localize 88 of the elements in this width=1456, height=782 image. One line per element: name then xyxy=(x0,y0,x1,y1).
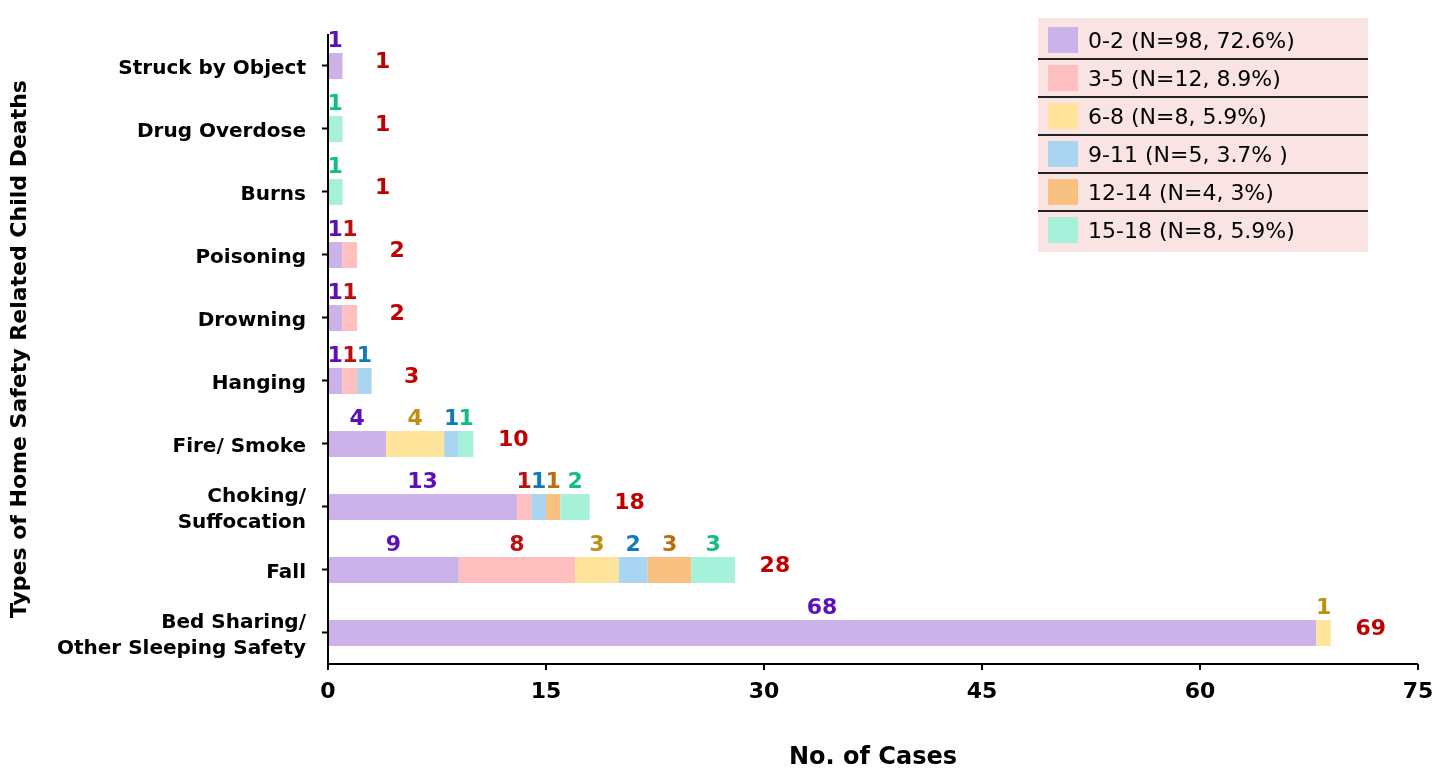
bar xyxy=(357,368,372,394)
x-tick-label: 60 xyxy=(1184,677,1216,703)
bar xyxy=(458,431,474,457)
total-label: 2 xyxy=(389,300,405,325)
y-tick-label: Choking/ Suffocation xyxy=(177,482,307,533)
total-label: 1 xyxy=(327,90,343,115)
data-label: 1 xyxy=(327,279,343,304)
x-axis-title: No. of Cases xyxy=(789,742,957,770)
data-label: 1 xyxy=(327,342,343,367)
bar xyxy=(328,116,343,142)
x-tick-label: 30 xyxy=(748,677,780,703)
y-tick-label: Poisoning xyxy=(195,243,306,268)
bar xyxy=(546,494,561,520)
bar xyxy=(516,494,532,520)
data-label: 1 xyxy=(342,342,358,367)
bar xyxy=(342,242,358,268)
data-label: 1 xyxy=(342,279,358,304)
data-label: 1 xyxy=(545,468,561,493)
bar xyxy=(647,557,692,583)
total-label: 28 xyxy=(759,552,791,577)
data-label: 1 xyxy=(531,468,547,493)
y-axis-title: Types of Home Safety Related Child Deaths xyxy=(5,80,31,618)
total-label: 10 xyxy=(498,426,529,451)
total-label: 69 xyxy=(1355,615,1387,640)
data-label: 1 xyxy=(1315,594,1332,619)
bar xyxy=(1316,620,1331,646)
legend-label: 3-5 (N=12, 8.9%) xyxy=(1088,65,1281,91)
data-label: 2 xyxy=(625,531,641,556)
bar xyxy=(328,620,1317,646)
total-label: 3 xyxy=(403,363,420,388)
bar xyxy=(342,368,358,394)
bar xyxy=(328,494,517,520)
data-label: 1 xyxy=(374,48,391,73)
data-label: 9 xyxy=(385,531,402,556)
data-label: 4 xyxy=(349,405,365,430)
y-tick-label: Bed Sharing/ Other Sleeping Safety xyxy=(56,608,307,659)
y-tick-label: Struck by Object xyxy=(118,54,307,79)
x-tick-label: 75 xyxy=(1402,677,1434,703)
legend-label: 0-2 (N=98, 72.6%) xyxy=(1088,27,1295,53)
data-label: 1 xyxy=(458,405,474,430)
bar xyxy=(618,557,648,583)
bar xyxy=(328,53,343,79)
bar xyxy=(328,179,343,205)
bar xyxy=(328,368,343,394)
data-label: 1 xyxy=(443,405,460,430)
data-label: 2 xyxy=(567,468,583,493)
total-label: 1 xyxy=(327,27,343,52)
bar xyxy=(328,242,343,268)
data-label: 1 xyxy=(374,111,391,136)
bar xyxy=(342,305,358,331)
y-tick-label: Fire/ Smoke xyxy=(172,432,306,457)
data-label: 3 xyxy=(589,531,605,556)
y-tick-label: Burns xyxy=(240,180,306,205)
x-tick-label: 45 xyxy=(966,677,998,703)
data-label: 3 xyxy=(661,531,678,556)
data-label: 3 xyxy=(705,531,721,556)
data-label: 1 xyxy=(342,216,358,241)
bar xyxy=(575,557,619,583)
data-label: 1 xyxy=(327,216,343,241)
x-tick-label: 15 xyxy=(530,677,562,703)
legend-label: 9-11 (N=5, 3.7% ) xyxy=(1088,141,1288,167)
bar xyxy=(386,431,445,457)
total-label: 1 xyxy=(327,153,343,178)
total-label: 2 xyxy=(389,237,405,262)
bar xyxy=(458,557,576,583)
y-tick-label: Hanging xyxy=(211,369,306,394)
data-label: 1 xyxy=(516,468,532,493)
data-label: 1 xyxy=(356,342,372,367)
legend-label: 15-18 (N=8, 5.9%) xyxy=(1088,217,1295,243)
data-label: 8 xyxy=(509,531,525,556)
y-tick-label: Fall xyxy=(266,558,306,583)
y-tick-label: Drowning xyxy=(197,306,306,331)
data-label: 4 xyxy=(407,405,423,430)
total-label: 18 xyxy=(614,489,645,514)
legend-label: 6-8 (N=8, 5.9%) xyxy=(1088,103,1267,129)
bar xyxy=(691,557,735,583)
bar xyxy=(328,557,459,583)
y-tick-label: Drug Overdose xyxy=(137,117,306,142)
data-label: 13 xyxy=(407,468,438,493)
bar xyxy=(560,494,590,520)
x-tick-label: 0 xyxy=(320,677,336,703)
bar xyxy=(328,431,387,457)
bar xyxy=(531,494,546,520)
data-label: 68 xyxy=(806,594,838,619)
data-label: 1 xyxy=(374,174,391,199)
bar xyxy=(444,431,459,457)
legend-label: 12-14 (N=4, 3%) xyxy=(1088,179,1274,205)
bar xyxy=(328,305,343,331)
